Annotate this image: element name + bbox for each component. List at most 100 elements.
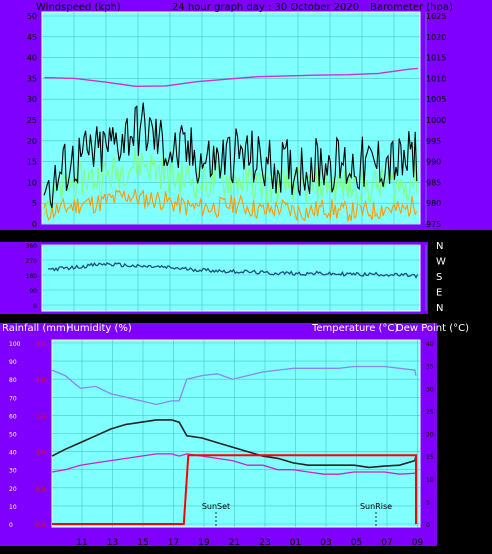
humidity-tick-label: 90: [9, 359, 17, 366]
temp-x-tick-label: 11: [76, 538, 87, 548]
wind-x-tick-label: 03: [324, 233, 335, 243]
panel-separator-top: [0, 230, 492, 242]
wind-x-tick-label: 17: [164, 233, 175, 243]
wind-tick-label: 25: [27, 116, 37, 125]
humidity-tick-label: 20: [9, 486, 17, 493]
wind-series-low: [43, 188, 418, 222]
panel-separator-mid: [0, 314, 492, 323]
humidity-tick-label: 0: [9, 522, 13, 529]
compass-label: E: [436, 288, 442, 299]
humidity-axis-label: Humidity (%): [66, 323, 132, 334]
barometer-tick-label: 985: [426, 178, 441, 187]
rain-tick-label: 2.0: [36, 377, 46, 384]
direction-series-layer: [48, 262, 419, 279]
wind-tick-label: 20: [27, 137, 37, 146]
wind-x-tick-label: 13: [100, 233, 111, 243]
bottom-border: [0, 546, 492, 554]
windspeed-axis-label: Windspeed (kph): [36, 2, 121, 13]
temperature-series-layer: [51, 365, 417, 527]
compass-label: N: [436, 303, 443, 314]
direction-series: [48, 262, 419, 279]
rain-tick-label: 1.0: [36, 450, 46, 457]
temp-tick-label: 15: [426, 454, 434, 461]
barometer-tick-label: 1005: [426, 95, 446, 104]
temp-tick-label: 5: [426, 499, 430, 506]
wind-series-layer: [43, 67, 419, 222]
direction-plot-area: [41, 244, 421, 312]
humidity-tick-label: 50: [9, 432, 17, 439]
wind-x-tick-label: 01: [292, 233, 303, 243]
compass-label: N: [436, 241, 443, 252]
temp-tick-label: 20: [426, 432, 434, 439]
right-margin-black: [437, 323, 492, 546]
wind-tick-label: 0: [32, 220, 37, 229]
compass-label: W: [436, 257, 446, 268]
dewpoint-axis-label: Dew Point (°C): [396, 323, 469, 334]
temp-tick-label: 25: [426, 409, 434, 416]
series-dew-point: [51, 453, 417, 475]
temp-tick-label: 10: [426, 477, 434, 484]
temp-x-tick-label: 23: [259, 538, 270, 548]
temp-tick-label: 30: [426, 386, 434, 393]
wind-tick-label: 45: [27, 33, 37, 42]
temp-x-tick-label: 01: [290, 538, 301, 548]
wind-x-tick-label: 07: [388, 233, 399, 243]
wind-tick-label: 10: [27, 178, 37, 187]
temperature-axis-label: Temperature (°C): [311, 323, 398, 334]
barometer-tick-label: 980: [426, 199, 441, 208]
barometer-tick-label: 995: [426, 137, 441, 146]
series-temperature: [51, 419, 417, 469]
barometer-series: [44, 67, 419, 88]
temp-x-tick-label: 07: [381, 538, 392, 548]
tick-label-layer: 0510152025303540455097598098599099510001…: [9, 12, 446, 548]
wind-tick-label: 35: [27, 74, 37, 83]
humidity-tick-label: 30: [9, 468, 17, 475]
barometer-tick-label: 1025: [426, 12, 446, 21]
barometer-tick-label: 1000: [426, 116, 446, 125]
wind-x-tick-label: 05: [356, 233, 367, 243]
temp-x-tick-label: 09: [412, 538, 424, 548]
rain-tick-label: 0.5: [36, 486, 46, 493]
humidity-tick-label: 60: [9, 413, 17, 420]
rain-tick-label: 1.5: [36, 413, 46, 420]
direction-tick-label: 90: [29, 288, 37, 295]
temp-x-tick-label: 15: [137, 538, 148, 548]
temp-x-tick-label: 05: [351, 538, 362, 548]
temp-tick-label: 35: [426, 364, 434, 371]
compass-label: S: [436, 272, 442, 283]
humidity-tick-label: 40: [9, 450, 17, 457]
humidity-tick-label: 10: [9, 504, 17, 511]
temp-x-tick-label: 13: [107, 538, 118, 548]
wind-tick-label: 30: [27, 95, 37, 104]
rain-tick-label: 2.5: [36, 341, 46, 348]
wind-tick-label: 50: [27, 12, 37, 21]
sun-annotation: SunSet: [202, 502, 230, 511]
temp-x-tick-label: 17: [168, 538, 179, 548]
humidity-tick-label: 100: [9, 341, 21, 348]
temp-tick-label: 0: [426, 522, 430, 529]
rainfall-axis-label: Rainfall (mm): [2, 323, 70, 334]
wind-tick-label: 15: [27, 158, 37, 167]
wind-series-average: [43, 147, 418, 217]
temp-tick-label: 40: [426, 341, 434, 348]
wind-x-tick-label: 21: [228, 233, 239, 243]
compass-panel: [428, 230, 492, 322]
wind-x-tick-label: 09: [420, 233, 432, 243]
temp-x-tick-label: 03: [320, 538, 331, 548]
wind-series-gust: [43, 102, 418, 208]
direction-tick-label: 360: [26, 243, 38, 250]
direction-tick-label: 270: [26, 258, 38, 265]
humidity-tick-label: 70: [9, 395, 17, 402]
wind-x-tick-label: 19: [196, 233, 208, 243]
series-humidity: [51, 365, 417, 406]
barometer-tick-label: 1010: [426, 74, 446, 83]
wind-x-tick-label: 11: [68, 233, 79, 243]
wind-x-tick-label: 23: [260, 233, 271, 243]
barometer-tick-label: 975: [426, 220, 441, 229]
rain-tick-label: 0.0: [36, 522, 46, 529]
wind-tick-label: 5: [32, 199, 37, 208]
wind-x-tick-label: 15: [132, 233, 143, 243]
humidity-tick-label: 80: [9, 377, 17, 384]
